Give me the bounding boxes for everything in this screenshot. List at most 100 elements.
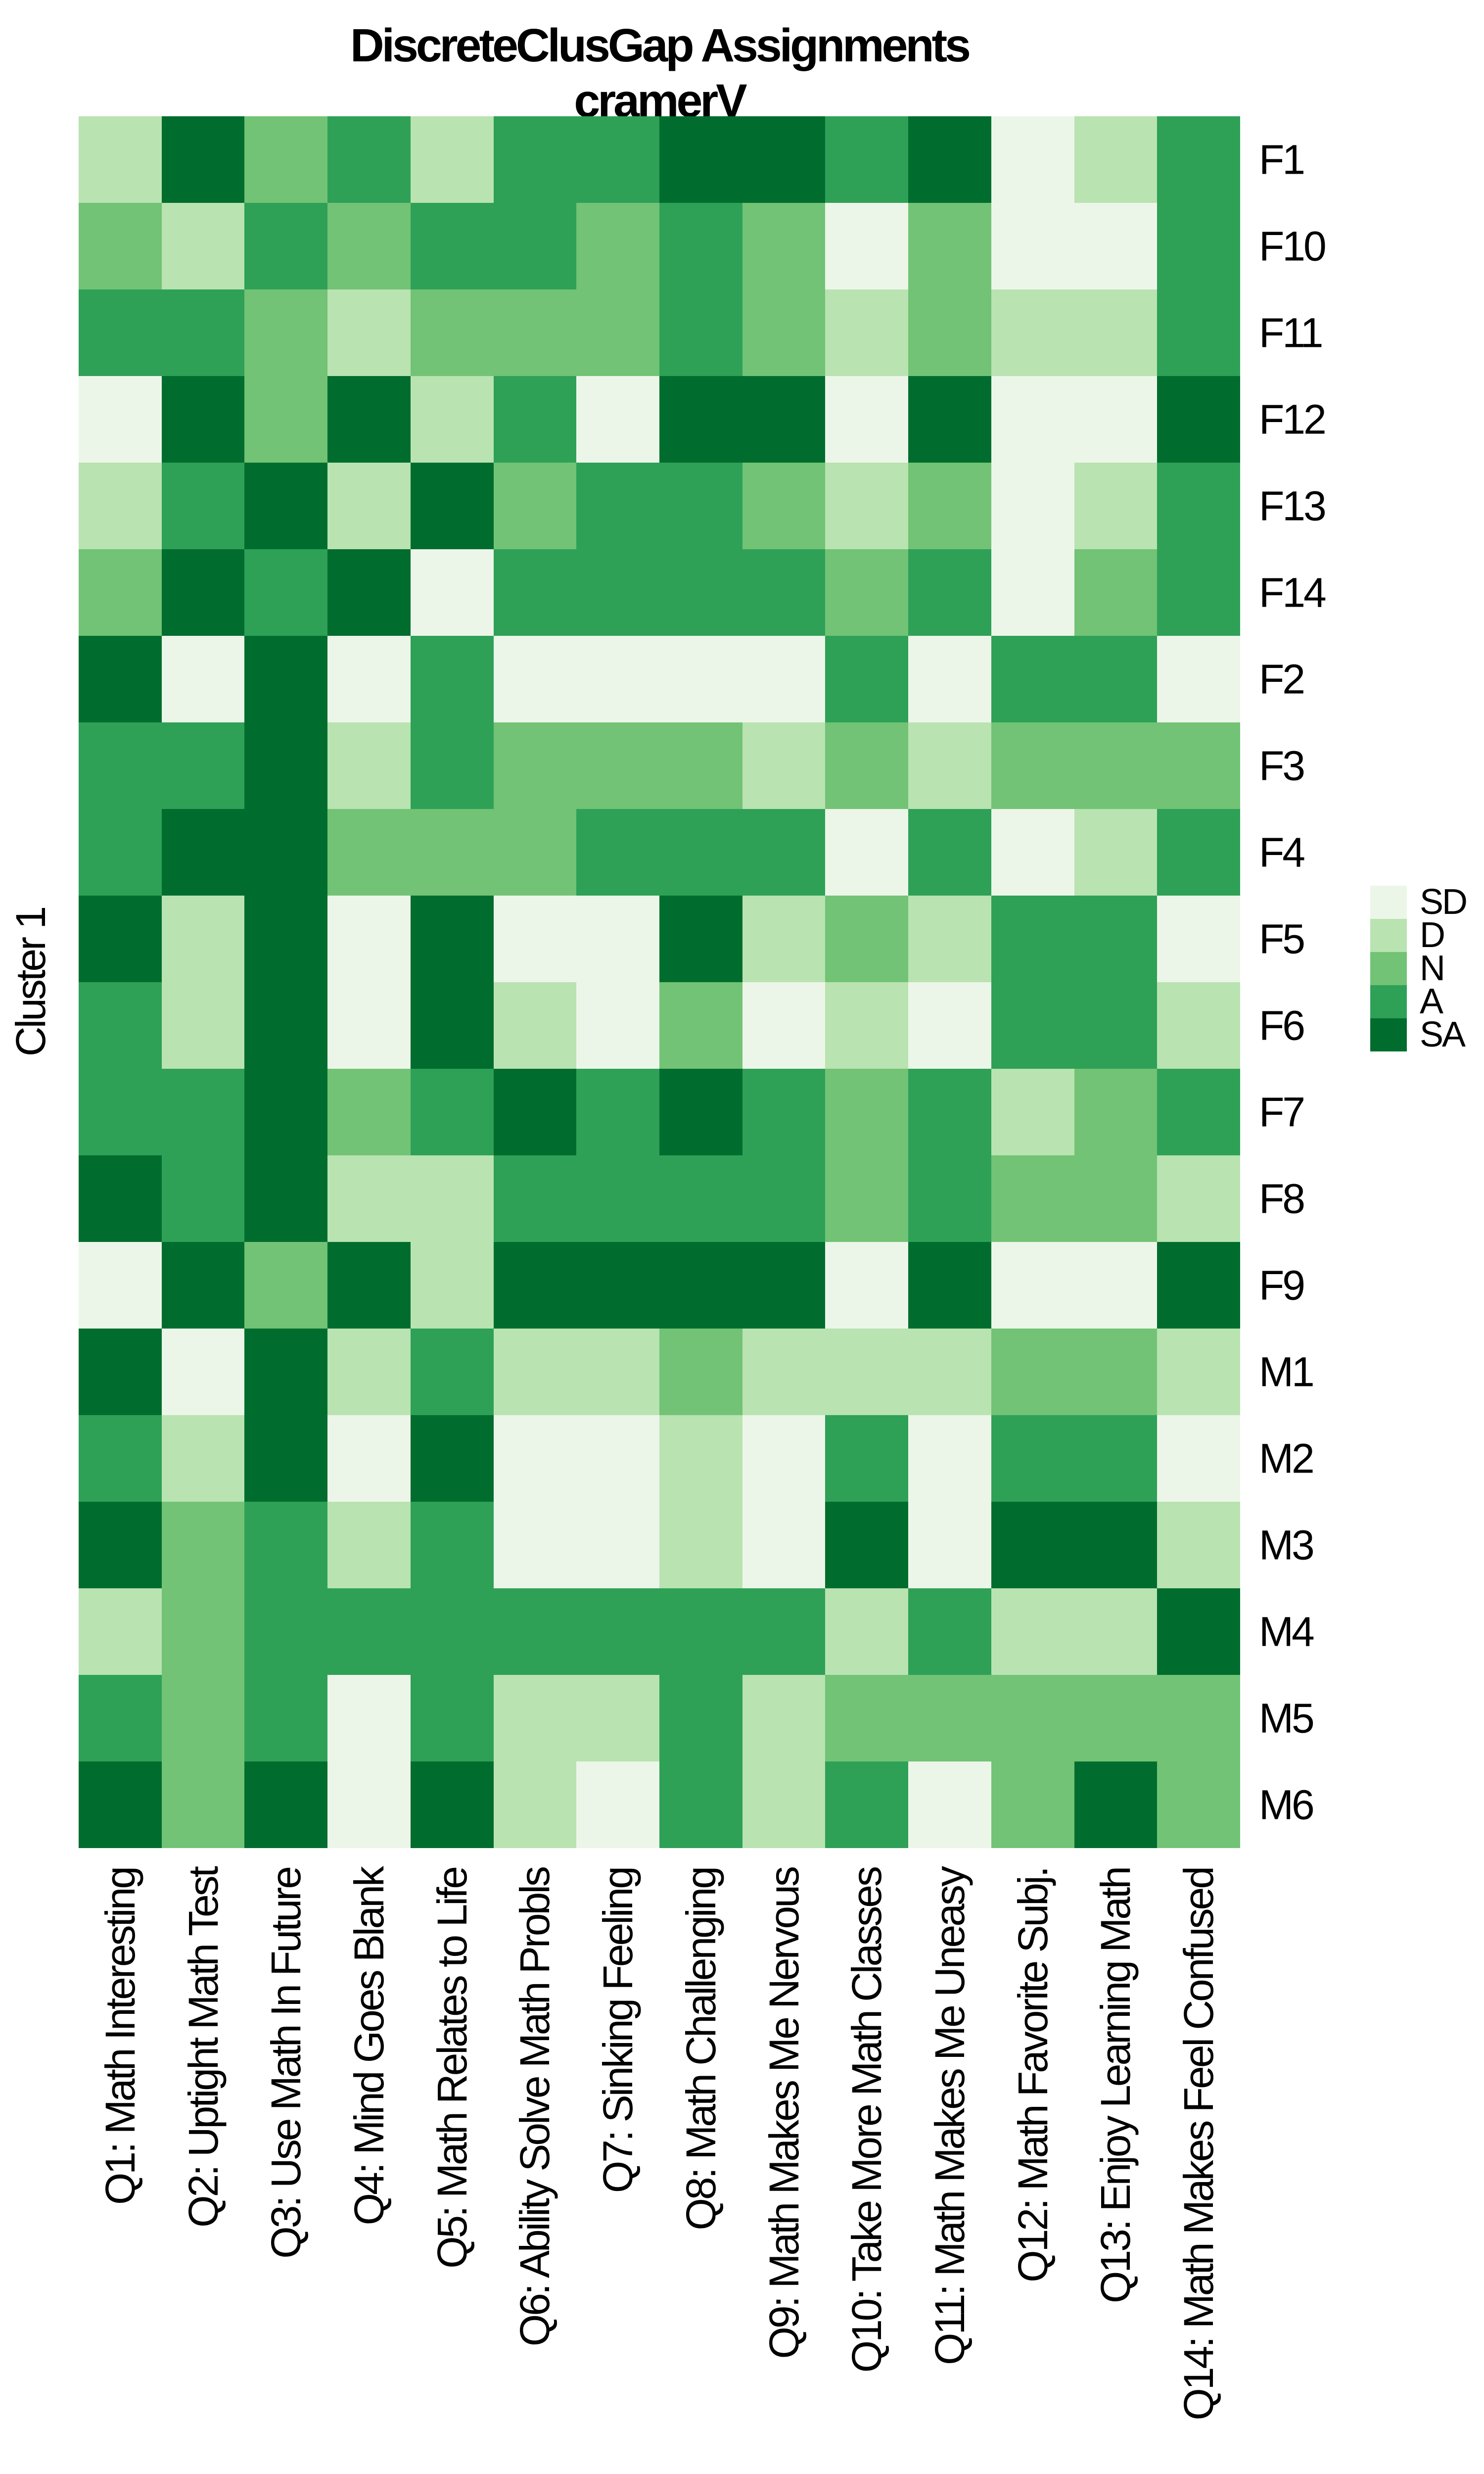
heatmap-cell <box>79 1069 162 1155</box>
heatmap-cell <box>327 1329 411 1415</box>
heatmap-cell <box>79 1502 162 1588</box>
heatmap-cell <box>161 1069 245 1155</box>
heatmap-cell <box>742 1069 826 1155</box>
heatmap-cell <box>327 116 411 203</box>
column-label: Q10: Take More Math Classes <box>843 1868 890 2373</box>
column-label: Q12: Math Favorite Subj. <box>1009 1868 1056 2283</box>
heatmap-cell <box>1157 549 1240 636</box>
legend-swatch <box>1370 952 1407 985</box>
heatmap-cell <box>908 1415 991 1502</box>
heatmap-cell <box>1157 1588 1240 1675</box>
heatmap-cell <box>659 549 742 636</box>
heatmap-cell <box>659 1415 742 1502</box>
heatmap-cell <box>1157 463 1240 549</box>
heatmap-cell <box>79 1761 162 1848</box>
heatmap-cell <box>244 1761 328 1848</box>
heatmap-cell <box>991 722 1074 809</box>
heatmap-cell <box>991 809 1074 896</box>
heatmap-cell <box>1074 1675 1158 1761</box>
heatmap-cell <box>1157 1242 1240 1329</box>
row-label: M3 <box>1259 1522 1315 1568</box>
heatmap-cell <box>659 1588 742 1675</box>
heatmap-cell <box>327 1675 411 1761</box>
heatmap-cell <box>576 116 659 203</box>
heatmap-grid <box>79 116 1240 1848</box>
heatmap-cell <box>79 1675 162 1761</box>
row-label: F10 <box>1259 223 1327 269</box>
heatmap-cell <box>161 1415 245 1502</box>
legend-label: A <box>1420 982 1443 1021</box>
heatmap-cell <box>1157 376 1240 463</box>
heatmap-cell <box>493 1588 577 1675</box>
heatmap-cell <box>659 809 742 896</box>
heatmap-cell <box>327 722 411 809</box>
heatmap-cell <box>991 1155 1074 1242</box>
legend-label: SD <box>1420 882 1468 922</box>
heatmap-cell <box>79 722 162 809</box>
heatmap-cell <box>908 1588 991 1675</box>
heatmap-cell <box>327 1502 411 1588</box>
heatmap-cell <box>1074 636 1158 722</box>
heatmap-cell <box>1157 982 1240 1069</box>
heatmap-cell <box>659 116 742 203</box>
heatmap-cell <box>742 116 826 203</box>
heatmap-cell <box>742 636 826 722</box>
heatmap-cell <box>493 376 577 463</box>
heatmap-cell <box>576 1155 659 1242</box>
heatmap-cell <box>79 1415 162 1502</box>
heatmap-cell <box>1157 1502 1240 1588</box>
heatmap-cell <box>493 982 577 1069</box>
heatmap-cell <box>410 376 494 463</box>
heatmap-cell <box>1074 1242 1158 1329</box>
legend-label: N <box>1420 949 1445 988</box>
heatmap-cell <box>576 896 659 982</box>
legend-entry: A <box>1370 982 1466 1021</box>
heatmap-cell <box>825 1502 909 1588</box>
heatmap-cell <box>576 1588 659 1675</box>
heatmap-cell <box>79 116 162 203</box>
row-label: F9 <box>1259 1262 1305 1308</box>
heatmap-cell <box>79 809 162 896</box>
heatmap-cell <box>161 1155 245 1242</box>
heatmap-cell <box>244 1415 328 1502</box>
heatmap-cell <box>659 1675 742 1761</box>
heatmap-cell <box>1157 1675 1240 1761</box>
heatmap-cell <box>244 982 328 1069</box>
heatmap-cell <box>825 1069 909 1155</box>
heatmap-cell <box>1157 289 1240 376</box>
column-label: Q7: Sinking Feeling <box>595 1868 642 2193</box>
row-label: F14 <box>1259 569 1327 616</box>
heatmap-cell <box>576 636 659 722</box>
heatmap-cell <box>327 1242 411 1329</box>
heatmap-cell <box>244 289 328 376</box>
heatmap-cell <box>742 1329 826 1415</box>
heatmap-cell <box>825 896 909 982</box>
heatmap-cell <box>825 636 909 722</box>
heatmap-cell <box>493 549 577 636</box>
heatmap-cell <box>991 982 1074 1069</box>
heatmap-cell <box>742 289 826 376</box>
heatmap-cell <box>825 809 909 896</box>
heatmap-cell <box>991 1675 1074 1761</box>
heatmap-cell <box>493 1155 577 1242</box>
heatmap-cell <box>742 982 826 1069</box>
heatmap-cell <box>493 1242 577 1329</box>
heatmap-cell <box>1074 549 1158 636</box>
column-label: Q11: Math Makes Me Uneasy <box>927 1868 973 2365</box>
heatmap-cell <box>908 463 991 549</box>
heatmap-cell <box>742 1155 826 1242</box>
heatmap-cell <box>410 1415 494 1502</box>
heatmap-cell <box>825 1675 909 1761</box>
heatmap-cell <box>825 1588 909 1675</box>
heatmap-cell <box>161 1761 245 1848</box>
y-axis-cluster-label: Cluster 1 <box>7 907 54 1057</box>
heatmap-cell <box>1157 1415 1240 1502</box>
heatmap-cell <box>1074 722 1158 809</box>
row-label: F2 <box>1259 656 1305 702</box>
legend-entry: N <box>1370 949 1466 988</box>
heatmap-cell <box>327 1069 411 1155</box>
heatmap-cell <box>410 116 494 203</box>
heatmap-cell <box>908 1242 991 1329</box>
heatmap-cell <box>825 116 909 203</box>
heatmap-cell <box>742 896 826 982</box>
